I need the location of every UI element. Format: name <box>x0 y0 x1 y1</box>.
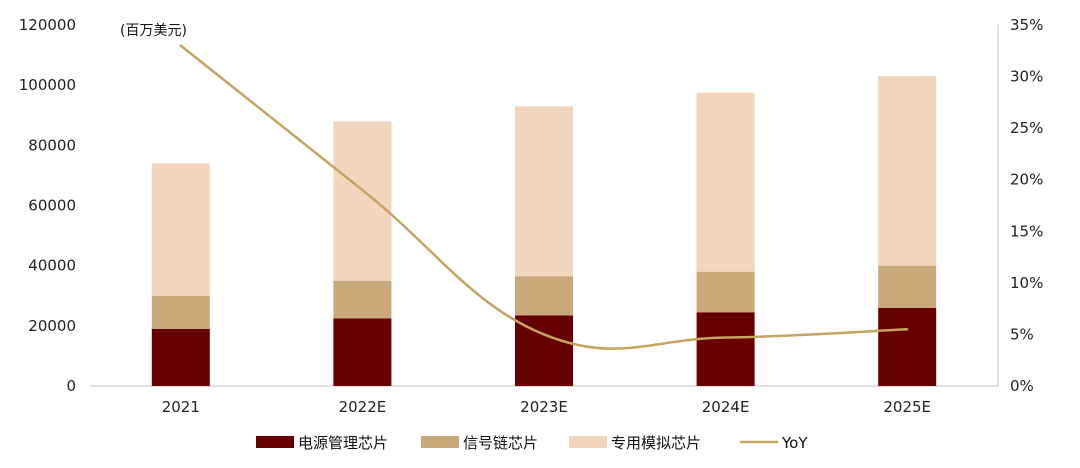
y-right-tick-label: 35% <box>1010 16 1043 34</box>
bar-segment-series-1 <box>333 280 392 319</box>
y-right-tick-label: 25% <box>1010 119 1043 137</box>
x-tick-label: 2024E <box>702 398 750 416</box>
y-left-tick-label: 20000 <box>28 317 76 335</box>
legend-swatch <box>421 436 459 448</box>
bar-segment-series-0 <box>515 315 573 386</box>
bar-segment-series-0 <box>333 318 392 386</box>
legend-swatch <box>569 436 607 448</box>
y-left-tick-label: 120000 <box>19 16 76 34</box>
y-right-tick-label: 10% <box>1010 274 1043 292</box>
y-left-tick-label: 0 <box>66 377 76 395</box>
legend-label: YoY <box>781 434 808 452</box>
bar-segment-series-1 <box>515 276 573 316</box>
y-right-tick-label: 5% <box>1010 325 1034 343</box>
y-right-tick-label: 20% <box>1010 171 1043 189</box>
legend-item-yoy: YoY <box>740 434 808 452</box>
bar-segment-series-1 <box>878 265 937 308</box>
yoy-point <box>361 188 364 192</box>
bar-segment-series-2 <box>151 163 210 296</box>
y-right-tick-label: 30% <box>1010 68 1043 86</box>
yoy-point <box>179 44 182 47</box>
y-left-tick-label: 100000 <box>19 76 76 94</box>
bar-segment-series-2 <box>878 76 937 266</box>
bar-segment-series-0 <box>878 307 937 386</box>
legend-swatch <box>256 436 294 448</box>
bar-segment-series-2 <box>515 106 573 277</box>
bar-segment-series-0 <box>696 312 755 386</box>
yoy-point <box>542 333 546 336</box>
y-left-tick-label: 40000 <box>28 257 76 275</box>
x-tick-label: 2022E <box>339 398 387 416</box>
y-right-tick-label: 15% <box>1010 222 1043 240</box>
y-right-tick-label: 0% <box>1010 377 1034 395</box>
bar-segment-series-0 <box>151 328 210 386</box>
y-left-tick-label: 60000 <box>28 197 76 215</box>
legend-label: 信号链芯片 <box>463 434 538 452</box>
bar-segment-series-1 <box>151 295 210 329</box>
yoy-line <box>180 44 908 350</box>
bar-segment-series-1 <box>696 271 755 313</box>
legend-label: 电源管理芯片 <box>298 434 388 452</box>
legend-item-power: 电源管理芯片 <box>256 434 388 452</box>
bar-segment-series-2 <box>333 121 392 281</box>
x-tick-label: 2023E <box>520 398 568 416</box>
x-tick-label: 2025E <box>883 398 931 416</box>
x-tick-label: 2021 <box>162 398 200 416</box>
legend-label: 专用模拟芯片 <box>611 434 701 452</box>
legend-item-special: 专用模拟芯片 <box>569 434 701 452</box>
yoy-point <box>906 328 909 331</box>
unit-label: (百万美元) <box>120 23 187 39</box>
bar-segment-series-2 <box>696 92 755 272</box>
yoy-point <box>724 336 727 339</box>
y-left-tick-label: 80000 <box>28 136 76 154</box>
legend-item-signal-chain: 信号链芯片 <box>421 434 538 452</box>
